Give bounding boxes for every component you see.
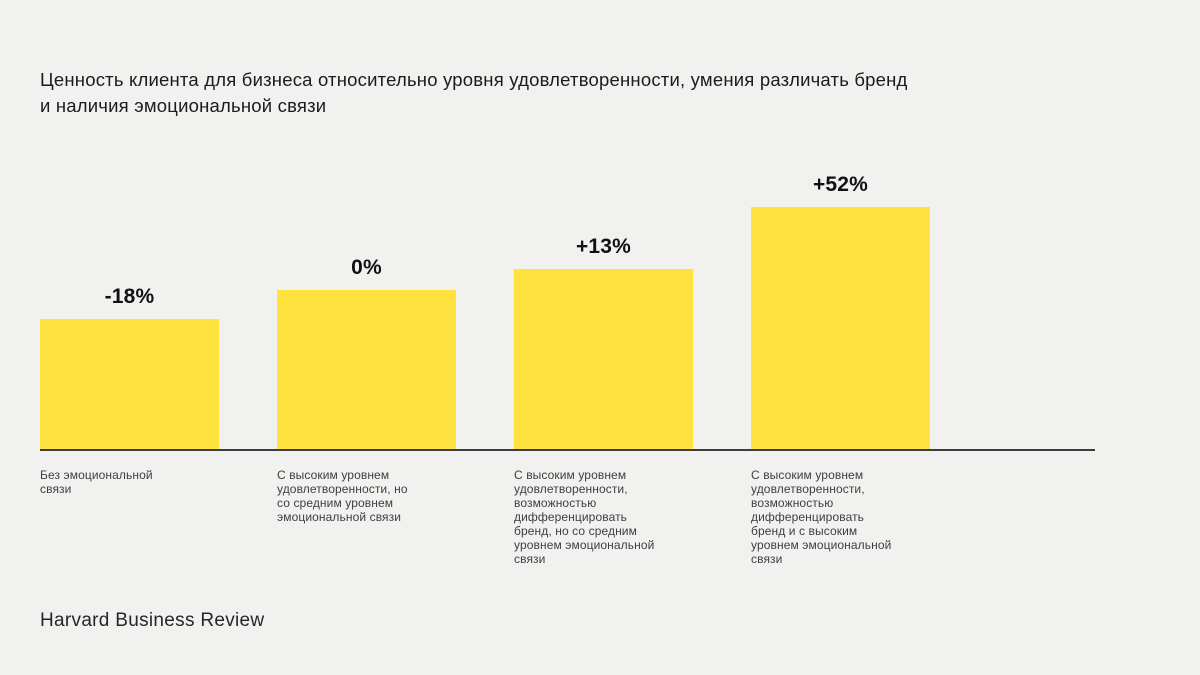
- bar-value-label-1: -18%: [104, 285, 155, 308]
- category-label-2: С высоким уровнем удовлетворенности, но …: [277, 468, 408, 524]
- bar-group-3: +13% С высоким уровнем удовлетворенности…: [514, 0, 693, 675]
- chart-title-line-2: и наличия эмоциональной связи: [40, 95, 327, 116]
- chart-title: Ценность клиента для бизнеса относительн…: [40, 67, 1000, 119]
- bar-1: [40, 319, 219, 451]
- x-axis-line: [40, 449, 1095, 451]
- category-label-4: С высоким уровнем удовлетворенности, воз…: [751, 468, 892, 566]
- bar-group-1: -18% Без эмоциональной связи: [40, 0, 219, 675]
- bar-value-label-3: +13%: [575, 235, 632, 258]
- bar-4: [751, 207, 930, 451]
- bar-3: [514, 269, 693, 451]
- chart-title-line-1: Ценность клиента для бизнеса относительн…: [40, 69, 908, 90]
- bar-group-4: +52% С высоким уровнем удовлетворенности…: [751, 0, 930, 675]
- bar-value-label-4: +52%: [812, 173, 869, 196]
- category-label-3: С высоким уровнем удовлетворенности, воз…: [514, 468, 655, 566]
- bar-2: [277, 290, 456, 451]
- source-label: Harvard Business Review: [40, 610, 265, 631]
- bar-value-label-2: 0%: [351, 256, 382, 279]
- bar-group-2: 0% С высоким уровнем удовлетворенности, …: [277, 0, 456, 675]
- category-label-1: Без эмоциональной связи: [40, 468, 153, 496]
